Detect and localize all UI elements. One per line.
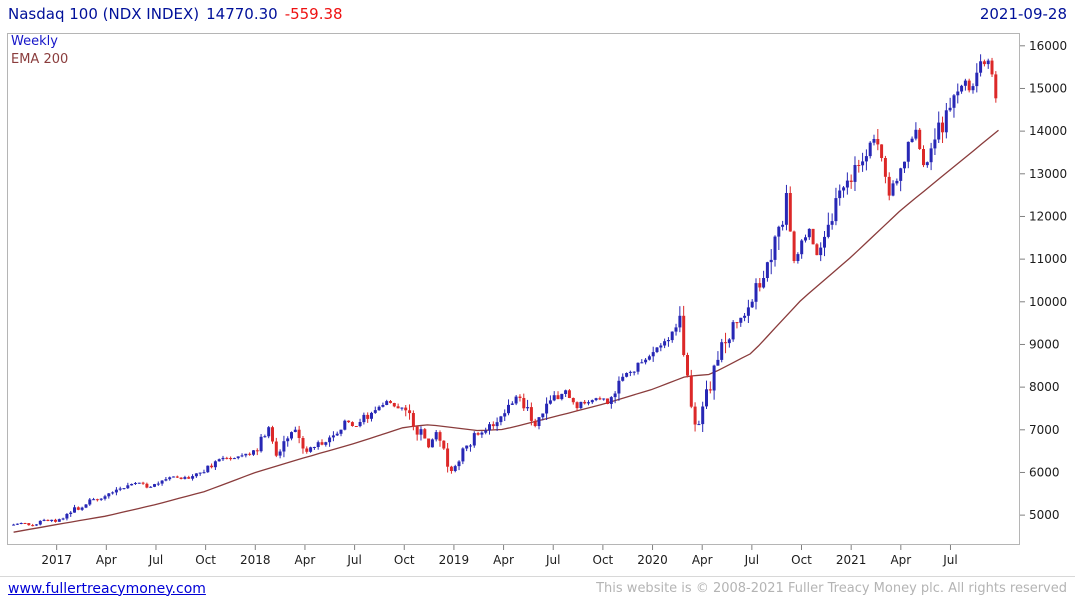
copyright-text: This website is © 2008-2021 Fuller Treac… [596,581,1067,596]
footer-bar: www.fullertreacymoney.com This website i… [0,576,1075,600]
price-chart[interactable]: 5000 6000 7000 8000 9000 10000 11000 12000 13000… [0,28,1075,576]
chart-header: Nasdaq 100 (NDX INDEX) 14770.30 -559.38 20… [8,5,1067,27]
y-tick-label: 14000 [1029,124,1067,138]
plot-frame [7,33,1020,545]
chart-date: 2021-09-28 [979,5,1067,23]
legend-weekly: Weekly [11,34,58,49]
y-tick-label: 13000 [1029,167,1067,181]
y-tick-label: 16000 [1029,39,1067,53]
x-tick-label: Apr [493,553,514,567]
y-tick-label: 11000 [1029,252,1067,266]
legend-ema: EMA 200 [11,52,68,67]
y-tick-label: 8000 [1029,380,1060,394]
x-tick-label: Oct [791,553,812,567]
x-tick-label: Jul [346,553,361,567]
y-tick-label: 7000 [1029,423,1060,437]
x-tick-label: Oct [593,553,614,567]
last-price: 14770.30 [206,5,278,23]
x-tick-label: Oct [195,553,216,567]
y-tick-label: 12000 [1029,209,1067,223]
y-tick-label: 15000 [1029,81,1067,95]
chart-canvas[interactable]: 5000 6000 7000 8000 9000 10000 11000 12000 13000… [0,28,1075,576]
candles [12,54,998,527]
price-change: -559.38 [284,5,343,23]
x-tick-label: Jul [545,553,560,567]
x-tick-label: 2018 [240,553,271,567]
x-tick-label: 2020 [637,553,668,567]
x-tick-label: Jul [942,553,957,567]
x-tick-label: Oct [394,553,415,567]
x-tick-label: 2021 [836,553,867,567]
y-tick-label: 5000 [1029,508,1060,522]
x-tick-label: Jul [148,553,163,567]
x-tick-label: Apr [295,553,316,567]
y-tick-label: 9000 [1029,337,1060,351]
y-tick-label: 6000 [1029,465,1060,479]
x-tick-label: 2019 [439,553,470,567]
chart-title: Nasdaq 100 (NDX INDEX) [8,5,200,23]
x-tick-label: Apr [890,553,911,567]
x-tick-label: Apr [692,553,713,567]
footer-link[interactable]: www.fullertreacymoney.com [8,580,206,597]
x-tick-label: 2017 [41,553,72,567]
y-tick-label: 10000 [1029,295,1067,309]
x-tick-label: Jul [744,553,759,567]
ema-line [13,129,999,533]
chart-header-left: Nasdaq 100 (NDX INDEX) 14770.30 -559.38 [8,5,350,27]
x-tick-label: Apr [96,553,117,567]
